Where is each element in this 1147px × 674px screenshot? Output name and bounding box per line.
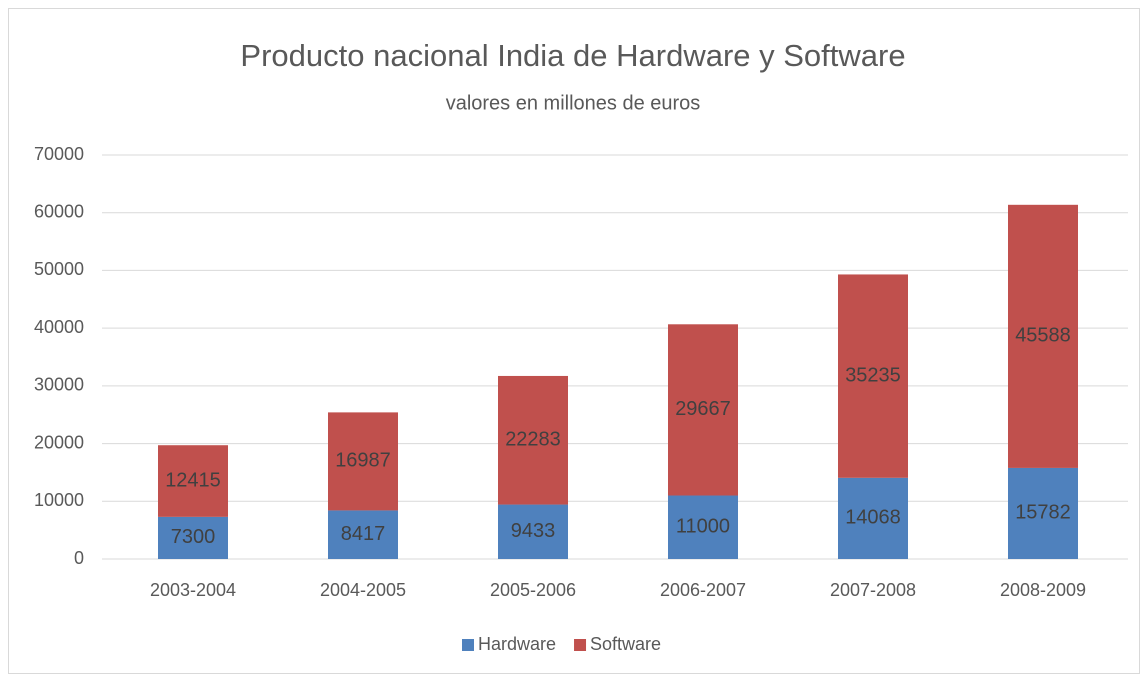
- data-label: 12415: [165, 469, 221, 491]
- y-tick-label: 70000: [34, 144, 84, 164]
- bar-segment: [668, 495, 738, 559]
- legend-swatch: [462, 639, 474, 651]
- data-label: 29667: [675, 398, 731, 420]
- x-tick-label: 2003-2004: [150, 580, 236, 600]
- y-tick-label: 30000: [34, 375, 84, 395]
- data-label: 22283: [505, 429, 561, 451]
- bar-segment: [158, 445, 228, 517]
- y-tick-label: 0: [74, 548, 84, 568]
- bar-segment: [498, 504, 568, 559]
- y-tick-label: 40000: [34, 317, 84, 337]
- data-label: 11000: [676, 516, 730, 538]
- data-label: 35235: [845, 364, 901, 386]
- x-tick-label: 2005-2006: [490, 580, 576, 600]
- chart-title: Producto nacional India de Hardware y So…: [240, 38, 905, 73]
- x-tick-label: 2004-2005: [320, 580, 406, 600]
- bar-segment: [328, 412, 398, 511]
- x-tick-label: 2006-2007: [660, 580, 746, 600]
- bar-segment: [838, 274, 908, 478]
- data-label: 8417: [341, 523, 386, 545]
- bar-segment: [668, 324, 738, 496]
- legend-label: Hardware: [478, 634, 556, 654]
- data-label: 45588: [1015, 325, 1071, 347]
- x-tick-label: 2008-2009: [1000, 580, 1086, 600]
- y-tick-label: 50000: [34, 259, 84, 279]
- y-tick-label: 10000: [34, 490, 84, 510]
- chart-subtitle: valores en millones de euros: [446, 92, 701, 114]
- bar-segment: [158, 516, 228, 559]
- legend-swatch: [574, 639, 587, 651]
- data-label: 7300: [171, 526, 216, 548]
- bar-segment: [328, 510, 398, 559]
- bar-segment: [1008, 467, 1078, 559]
- legend-label: Software: [590, 634, 661, 654]
- y-tick-label: 60000: [34, 201, 84, 221]
- data-label: 16987: [335, 450, 391, 472]
- bar-segment: [498, 375, 568, 505]
- data-label: 9433: [511, 520, 556, 542]
- x-tick-label: 2007-2008: [830, 580, 916, 600]
- data-label: 15782: [1015, 502, 1071, 524]
- bar-segment: [838, 477, 908, 559]
- data-label: 14068: [845, 507, 901, 529]
- bar-segment: [1008, 204, 1078, 468]
- chart-border: [8, 8, 1140, 674]
- y-tick-label: 20000: [34, 432, 84, 452]
